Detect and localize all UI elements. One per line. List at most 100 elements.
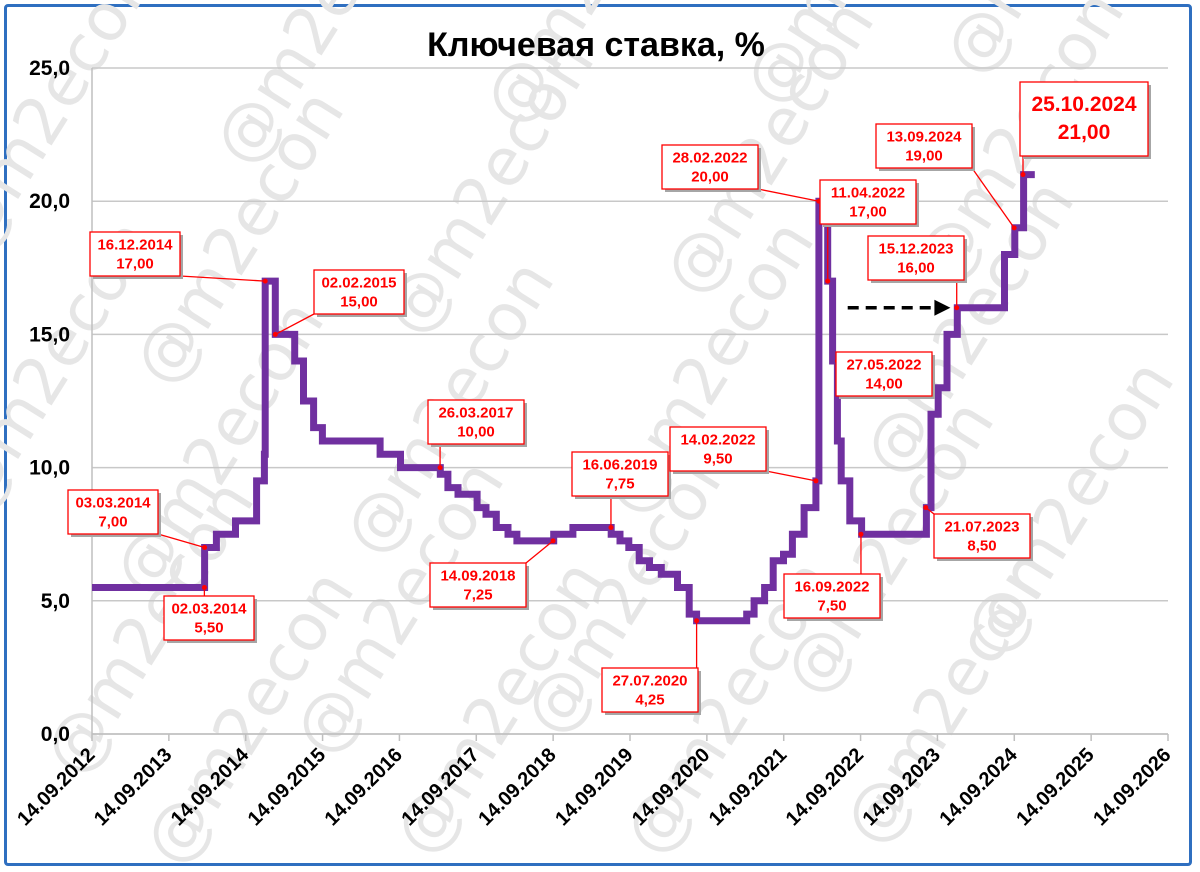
annotation-point <box>813 478 819 484</box>
annotation-date: 16.09.2022 <box>794 579 869 596</box>
annotation-callout: 16.09.2022 7,50 <box>783 531 883 621</box>
annotation-date: 14.02.2022 <box>680 432 755 449</box>
annotation-point <box>437 465 443 471</box>
annotation-callout: 13.09.2024 19,00 <box>875 123 1017 231</box>
annotation-date: 11.04.2022 <box>831 185 905 202</box>
annotation-leader-line <box>971 167 1015 229</box>
annotation-box <box>669 426 767 472</box>
y-tick-label: 25,0 <box>29 57 70 80</box>
chart-title: Ключевая ставка, % <box>427 26 765 64</box>
annotation-box <box>429 562 527 608</box>
y-tick-label: 20,0 <box>29 190 70 213</box>
annotation-date: 02.03.2014 <box>171 601 247 618</box>
annotation-point <box>825 278 831 284</box>
annotation-box <box>89 231 181 277</box>
annotation-value: 19,00 <box>905 148 943 165</box>
annotation-box <box>571 451 669 497</box>
annotation-point <box>262 278 268 284</box>
annotation-value: 17,00 <box>116 256 154 273</box>
annotation-callout: 02.02.2015 15,00 <box>272 269 407 337</box>
y-tick-label: 10,0 <box>29 457 70 480</box>
annotation-point <box>954 305 960 311</box>
annotation-leader-line <box>765 470 817 482</box>
annotation-date: 26.03.2017 <box>438 405 513 422</box>
annotation-point <box>201 584 207 590</box>
annotation-value: 7,00 <box>98 514 127 531</box>
annotation-callout: 16.12.2014 17,00 <box>89 231 268 284</box>
annotation-value: 10,00 <box>457 424 495 441</box>
chart-frame <box>4 4 1192 866</box>
annotation-callout: 11.04.2022 17,00 <box>819 179 919 284</box>
annotation-value: 15,00 <box>340 294 378 311</box>
annotation-box <box>313 269 405 315</box>
annotation-box <box>67 489 159 535</box>
annotation-date: 28.02.2022 <box>672 150 747 167</box>
y-tick-label: 15,0 <box>29 323 70 346</box>
annotation-box <box>163 595 255 641</box>
annotation-leader-line <box>179 275 266 282</box>
annotation-point <box>202 545 208 551</box>
annotation-callout: 21.07.2023 8,50 <box>923 505 1033 561</box>
annotation-callout: 14.09.2018 7,25 <box>429 538 556 610</box>
annotation-callout: 26.03.2017 10,00 <box>427 399 527 471</box>
annotation-value: 20,00 <box>691 169 729 186</box>
x-tick-label: 14.09.2026 <box>1089 744 1175 830</box>
annotation-value: 9,50 <box>703 451 732 468</box>
annotation-value: 21,00 <box>1058 121 1111 144</box>
annotation-value: 14,00 <box>865 376 903 393</box>
annotation-box <box>835 351 933 397</box>
annotation-box <box>427 399 525 445</box>
annotation-date: 25.10.2024 <box>1031 93 1136 116</box>
annotation-box <box>867 235 965 281</box>
annotation-value: 17,00 <box>849 204 887 221</box>
annotation-box <box>933 513 1031 559</box>
annotation-point <box>923 505 929 511</box>
annotation-leader-line <box>525 540 554 564</box>
annotation-point <box>858 531 864 537</box>
annotation-date: 21.07.2023 <box>944 519 1019 536</box>
annotation-leader-line <box>274 313 315 335</box>
annotation-date: 13.09.2024 <box>886 129 962 146</box>
annotation-point <box>1020 172 1026 178</box>
annotation-date: 15.12.2023 <box>878 241 953 258</box>
annotation-date: 16.12.2014 <box>97 237 173 254</box>
annotation-date: 14.09.2018 <box>440 568 515 585</box>
annotation-date: 02.02.2015 <box>321 275 396 292</box>
annotation-point <box>272 331 278 337</box>
annotation-value: 4,25 <box>635 692 664 709</box>
annotation-point <box>608 525 614 531</box>
annotation-date: 27.05.2022 <box>846 357 921 374</box>
key-rate-series-line <box>92 171 1035 625</box>
watermark-text: @m2econ <box>0 0 169 268</box>
annotation-leader-line <box>757 188 820 202</box>
annotation-value: 7,75 <box>605 476 634 493</box>
annotation-value: 8,50 <box>967 538 996 555</box>
annotation-box <box>601 667 699 713</box>
annotation-value: 16,00 <box>897 260 935 277</box>
annotation-callout: 02.03.2014 5,50 <box>163 584 257 643</box>
annotation-date: 03.03.2014 <box>75 495 151 512</box>
annotation-box <box>875 123 973 169</box>
annotation-callout: 15.12.2023 16,00 <box>867 235 967 311</box>
arrow-head-icon <box>934 299 951 316</box>
annotation-box <box>1019 81 1149 157</box>
annotation-value: 7,25 <box>463 587 492 604</box>
annotation-point <box>1011 225 1017 231</box>
annotation-callout: 27.07.2020 4,25 <box>601 618 701 715</box>
annotation-box <box>661 144 759 190</box>
annotation-point <box>694 618 700 624</box>
annotation-box <box>819 179 917 225</box>
annotation-value: 5,50 <box>194 620 223 637</box>
y-tick-label: 5,0 <box>41 590 70 613</box>
annotation-callout: 25.10.2024 21,00 <box>1019 81 1151 178</box>
annotation-value: 7,50 <box>817 598 846 615</box>
y-tick-label: 0,0 <box>41 723 70 746</box>
annotation-point <box>550 538 556 544</box>
annotation-callout: 16.06.2019 7,75 <box>571 451 671 531</box>
annotation-callout: 28.02.2022 20,00 <box>661 144 822 204</box>
annotation-callout: 27.05.2022 14,00 <box>834 351 935 399</box>
annotation-date: 27.07.2020 <box>612 673 687 690</box>
x-tick-label: 14.09.2025 <box>1012 744 1098 830</box>
